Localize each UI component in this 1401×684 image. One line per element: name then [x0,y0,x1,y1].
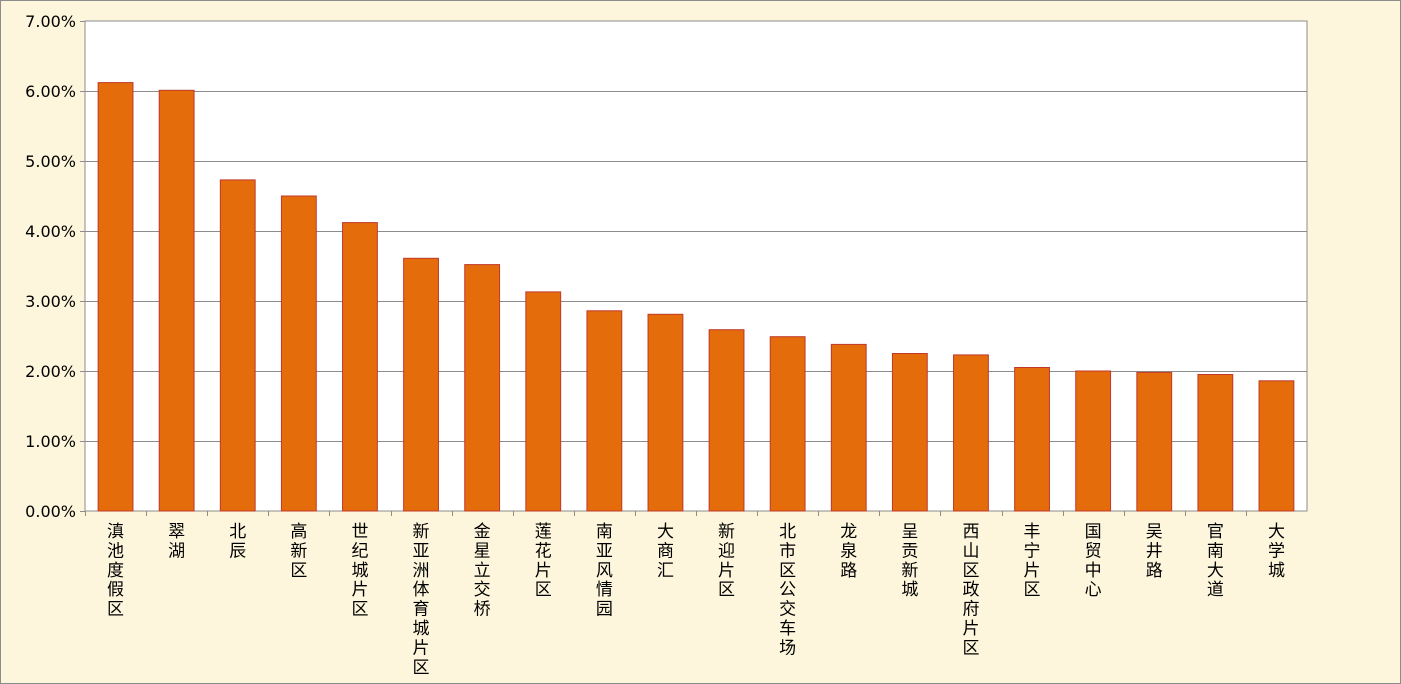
y-tick-label: 3.00% [25,292,76,311]
y-tick-label: 1.00% [25,432,76,451]
bar [219,179,256,512]
bar [708,329,745,512]
x-tick-label: 丰宁片区 [1024,522,1041,600]
bar [97,82,134,512]
y-tick-label: 2.00% [25,362,76,381]
bar [1258,380,1295,512]
x-tick-label: 大学城 [1268,522,1285,581]
x-tick-label: 呈贡新城 [901,522,918,600]
x-tick-label: 官南大道 [1207,522,1224,600]
y-tick-label: 4.00% [25,222,76,241]
x-tick-label: 金星立交桥 [474,522,491,620]
y-tick-label: 5.00% [25,152,76,171]
bar [158,89,195,512]
bar [525,291,562,512]
bar [891,353,928,512]
bar [647,313,684,512]
x-tick-label: 西山区政府片区 [962,522,979,658]
bars [97,82,1295,512]
x-tick-label: 新迎片区 [718,522,735,600]
bar [342,222,378,512]
x-tick-label: 北市区公交车场 [779,522,796,658]
bar [464,264,501,512]
y-axis: 0.00% 1.00% 2.00% 3.00% 4.00% 5.00% 6.00% 7.00% [25,12,85,521]
bar [1014,367,1050,512]
bar [280,195,317,512]
x-tick-label: 世纪城片区 [351,522,368,620]
bar [403,257,439,512]
x-tick-label: 滇池度假区 [107,522,124,620]
x-tick-label: 南亚风情园 [596,522,613,620]
bar [830,343,867,512]
x-tick-label: 国贸中心 [1085,522,1102,600]
x-tick-label: 新亚洲体育城片区 [413,522,430,678]
y-tick-label: 0.00% [25,502,76,521]
bar [1197,374,1234,512]
bar [1136,371,1173,512]
bar [586,310,623,512]
bar [769,336,806,512]
plot-area [84,20,1308,512]
bar [953,354,989,512]
x-tick-label: 吴井路 [1146,522,1163,581]
x-tick-label: 莲花片区 [535,522,552,600]
x-axis: 滇池度假区 翠湖 北辰 高新区 世纪城片区 新亚洲体育城片区 金星立交桥 莲花片区 南亚风情园 大… [85,511,1285,678]
x-tick-label: 北辰 [229,522,246,561]
x-tick-label: 高新区 [290,522,307,581]
x-tick-label: 翠湖 [168,522,185,561]
y-tick-label: 6.00% [25,82,76,101]
bar [1075,370,1112,512]
y-tick-label: 7.00% [25,12,76,31]
x-tick-label: 大商汇 [657,522,674,581]
x-tick-label: 龙泉路 [840,522,857,581]
